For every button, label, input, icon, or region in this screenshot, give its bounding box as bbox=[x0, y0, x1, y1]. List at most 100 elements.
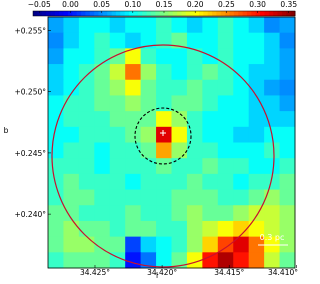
heatmap-cell bbox=[233, 142, 250, 159]
heatmap-cell bbox=[248, 126, 265, 143]
colorbar-segment bbox=[50, 11, 56, 16]
heatmap-cell bbox=[217, 111, 234, 128]
heatmap-cell bbox=[140, 79, 157, 96]
colorbar-tick-label: 0.25 bbox=[218, 0, 235, 9]
heatmap-cell bbox=[140, 189, 157, 206]
colorbar-segment bbox=[198, 11, 204, 16]
heatmap-cell bbox=[264, 64, 281, 81]
heatmap-cell bbox=[186, 252, 203, 269]
y-tick-label: +0.240° bbox=[14, 210, 46, 219]
heatmap-cell bbox=[140, 236, 157, 253]
colorbar-segment bbox=[233, 11, 239, 16]
heatmap-cell bbox=[171, 111, 188, 128]
colorbar-tick-label: −0.05 bbox=[28, 0, 51, 9]
colorbar-segment bbox=[76, 11, 82, 16]
heatmap-cell bbox=[48, 48, 64, 65]
heatmap-cell bbox=[48, 142, 64, 159]
heatmap-cell bbox=[217, 48, 234, 65]
heatmap-cell bbox=[94, 48, 111, 65]
heatmap-cell bbox=[264, 220, 281, 238]
colorbar-segment bbox=[37, 11, 43, 16]
heatmap-cell bbox=[156, 17, 172, 34]
x-axis-label: l bbox=[156, 271, 158, 280]
heatmap-cell bbox=[279, 48, 296, 65]
heatmap-cell bbox=[248, 79, 265, 96]
colorbar-segment bbox=[72, 11, 78, 16]
heatmap-cell bbox=[186, 95, 203, 112]
heatmap-cell bbox=[63, 158, 80, 175]
colorbar-segment bbox=[94, 11, 99, 16]
heatmap-cell bbox=[264, 17, 281, 34]
heatmap-cell bbox=[202, 17, 219, 34]
colorbar-segment bbox=[124, 11, 130, 16]
heatmap-cell bbox=[156, 95, 172, 112]
heatmap-cell bbox=[109, 205, 126, 222]
heatmap-cell bbox=[279, 142, 296, 159]
y-tick-label: +0.255° bbox=[14, 26, 46, 35]
colorbar-segment bbox=[203, 11, 209, 16]
heatmap-cell bbox=[233, 220, 250, 238]
heatmap-cell bbox=[171, 252, 188, 269]
heatmap-cell bbox=[279, 79, 296, 96]
heatmap-cell bbox=[94, 64, 111, 81]
heatmap-cell bbox=[186, 205, 203, 222]
colorbar-segment bbox=[111, 11, 117, 16]
heatmap-cell bbox=[279, 126, 296, 143]
heatmap-cell bbox=[156, 205, 172, 222]
heatmap-cell bbox=[156, 220, 172, 238]
heatmap-cell bbox=[171, 17, 188, 34]
heatmap-cell bbox=[156, 252, 172, 269]
colorbar-segment bbox=[102, 11, 108, 16]
heatmap-cell bbox=[264, 252, 281, 269]
overlay: 0.3 pc bbox=[51, 44, 288, 268]
colorbar-segment bbox=[190, 11, 196, 16]
heatmap-cell bbox=[94, 189, 111, 206]
inner-circle bbox=[134, 107, 192, 165]
heatmap-cell bbox=[48, 32, 64, 49]
heatmap-cell bbox=[279, 64, 296, 81]
colorbar-segment bbox=[185, 11, 191, 16]
heatmap-cell bbox=[94, 236, 111, 253]
heatmap-cell bbox=[233, 126, 250, 143]
heatmap-cell bbox=[217, 173, 234, 191]
heatmap-cell bbox=[217, 95, 234, 112]
heatmap-cell bbox=[94, 111, 111, 128]
heatmap-cell bbox=[217, 158, 234, 175]
heatmap-cell bbox=[279, 205, 296, 222]
heatmap-cell bbox=[171, 79, 188, 96]
colorbar-segment bbox=[207, 11, 213, 16]
heatmap-cell bbox=[217, 79, 234, 96]
heatmap-cell bbox=[171, 126, 188, 143]
heatmap-cell bbox=[264, 95, 281, 112]
heatmap-cell bbox=[248, 111, 265, 128]
heatmap-cell bbox=[217, 236, 234, 253]
heatmap-cell bbox=[125, 32, 142, 49]
heatmap-cell bbox=[125, 111, 142, 128]
heatmap-cell bbox=[217, 189, 234, 206]
heatmap-cell bbox=[109, 32, 126, 49]
heatmap-cell bbox=[94, 142, 111, 159]
heatmap-cell bbox=[233, 32, 250, 49]
heatmap-cell bbox=[63, 236, 80, 253]
heatmap-cell bbox=[279, 95, 296, 112]
heatmap-cell bbox=[48, 220, 64, 238]
heatmap-cell bbox=[279, 158, 296, 175]
heatmap-cell bbox=[264, 111, 281, 128]
heatmap-cell bbox=[125, 48, 142, 65]
heatmap-cell bbox=[217, 252, 234, 269]
colorbar-segment bbox=[89, 11, 95, 16]
heatmap-cell bbox=[171, 142, 188, 159]
heatmap-cell bbox=[63, 111, 80, 128]
heatmap-cell bbox=[140, 220, 157, 238]
heatmap-cell bbox=[279, 111, 296, 128]
heatmap-cell bbox=[94, 32, 111, 49]
colorbar-segment bbox=[142, 11, 148, 16]
colorbar-segment bbox=[41, 11, 47, 16]
colorbar-segment bbox=[273, 11, 279, 16]
heatmap-cell bbox=[125, 158, 142, 175]
heatmap-cell bbox=[186, 173, 203, 191]
heatmap-cell bbox=[171, 32, 188, 49]
colorbar-segment bbox=[220, 11, 226, 16]
heatmap-cell bbox=[233, 173, 250, 191]
colorbar-segment bbox=[98, 11, 104, 16]
